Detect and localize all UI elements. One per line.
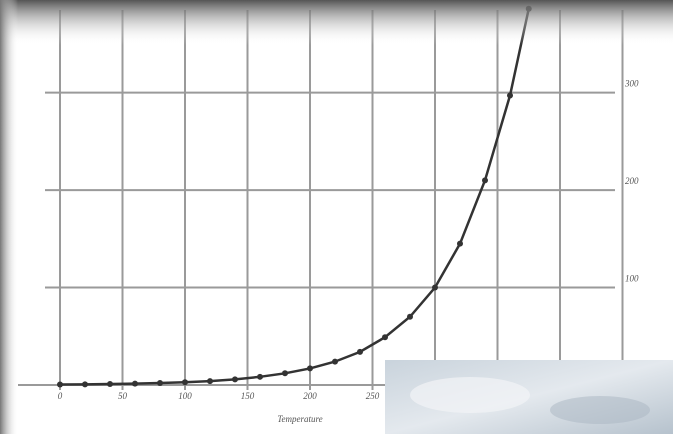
data-point [382, 334, 388, 341]
plot-area: 050100150200250300350400450100200300 [18, 5, 639, 401]
data-point [207, 378, 213, 385]
x-tick-label: 50 [118, 391, 128, 401]
photo-overlay [410, 377, 530, 413]
x-tick-label: 150 [241, 391, 255, 401]
data-point [432, 284, 438, 291]
data-point [457, 240, 463, 247]
data-point [507, 92, 513, 99]
data-point [157, 380, 163, 387]
curve [59, 8, 530, 386]
data-point [282, 370, 288, 377]
data-point [407, 313, 413, 320]
data-point [307, 365, 313, 372]
data-point [332, 358, 338, 365]
scan-shade [0, 0, 18, 434]
y-tick-label: 100 [625, 274, 639, 284]
y-tick-label: 300 [624, 79, 639, 89]
x-tick-label: 100 [178, 391, 192, 401]
data-point [57, 381, 63, 388]
x-tick-label: 250 [366, 391, 380, 401]
photo-overlay [550, 396, 650, 424]
data-point [132, 380, 138, 387]
data-point [182, 379, 188, 386]
y-tick-label: 200 [625, 176, 639, 186]
data-point [107, 381, 113, 388]
data-point [257, 373, 263, 380]
data-point [482, 177, 488, 184]
data-point [357, 348, 363, 355]
x-tick-label: 200 [303, 391, 317, 401]
data-point [232, 376, 238, 383]
scan-shade [0, 0, 673, 45]
x-tick-label: 0 [58, 391, 63, 401]
x-axis-label: Temperature [277, 414, 322, 424]
data-point [82, 381, 88, 388]
